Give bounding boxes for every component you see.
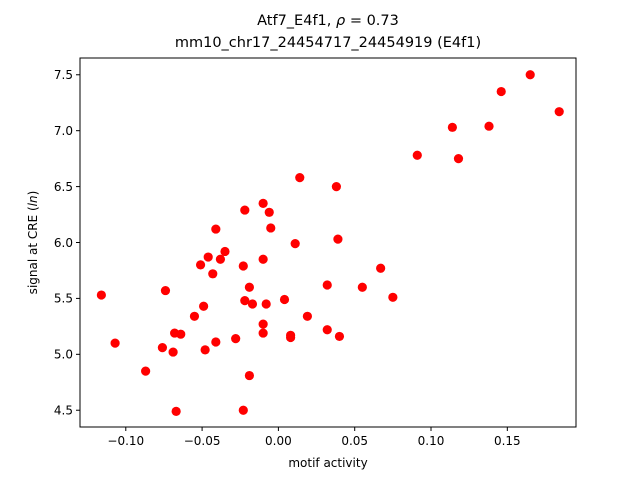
y-axis-label: signal at CRE (ln) bbox=[26, 191, 40, 295]
data-point-41 bbox=[322, 325, 332, 335]
data-point-17 bbox=[215, 254, 226, 264]
data-point-14 bbox=[208, 269, 218, 279]
data-point-8 bbox=[176, 329, 186, 339]
data-point-22 bbox=[240, 296, 250, 306]
data-point-7 bbox=[171, 406, 181, 416]
x-tick-label-2: 0.00 bbox=[265, 434, 292, 448]
data-point-15 bbox=[211, 224, 221, 234]
x-tick-label-3: 0.05 bbox=[341, 434, 368, 448]
data-point-27 bbox=[258, 198, 268, 208]
data-point-2 bbox=[141, 366, 151, 376]
data-point-20 bbox=[238, 261, 248, 271]
title-rho-symbol: ρ bbox=[336, 13, 346, 29]
x-tick-label-1: −0.05 bbox=[184, 434, 221, 448]
data-point-30 bbox=[258, 328, 268, 338]
data-point-50 bbox=[453, 154, 464, 164]
data-point-23 bbox=[238, 405, 248, 415]
data-point-52 bbox=[496, 86, 506, 97]
data-point-39 bbox=[302, 311, 312, 321]
data-point-47 bbox=[388, 292, 398, 302]
data-point-37 bbox=[290, 239, 300, 249]
y-tick-label-3: 6.0 bbox=[54, 236, 73, 250]
data-point-19 bbox=[231, 334, 241, 344]
y-tick-label-0: 4.5 bbox=[54, 404, 73, 418]
axes-frame bbox=[79, 57, 577, 428]
data-point-36 bbox=[286, 330, 296, 340]
data-point-49 bbox=[447, 122, 457, 132]
data-point-1 bbox=[110, 338, 120, 348]
chart-title-line-2: mm10_chr17_24454717_24454919 (E4f1) bbox=[174, 35, 482, 51]
data-point-28 bbox=[258, 254, 268, 264]
data-point-9 bbox=[189, 311, 200, 321]
data-point-16 bbox=[211, 337, 221, 347]
x-tick-label-0: −0.10 bbox=[107, 434, 144, 448]
data-point-43 bbox=[333, 234, 343, 244]
title-rho-value: = 0.73 bbox=[345, 13, 399, 29]
y-tick-label-1: 5.0 bbox=[54, 348, 73, 362]
data-point-46 bbox=[376, 263, 386, 273]
data-point-12 bbox=[200, 345, 210, 355]
data-point-34 bbox=[279, 294, 290, 305]
x-tick-label-4: 0.10 bbox=[418, 434, 445, 448]
y-tick-label-2: 5.5 bbox=[54, 292, 73, 306]
data-point-32 bbox=[264, 207, 274, 217]
data-point-40 bbox=[322, 280, 332, 290]
data-point-45 bbox=[357, 282, 367, 292]
data-point-18 bbox=[220, 246, 230, 257]
x-axis-ticks: −0.10 −0.05 0.00 0.05 0.10 0.15 bbox=[107, 427, 521, 448]
data-point-10 bbox=[195, 260, 206, 270]
title-prefix: Atf7_E4f1, bbox=[257, 13, 336, 29]
y-tick-label-6: 7.5 bbox=[54, 68, 73, 82]
data-point-42 bbox=[331, 181, 341, 192]
data-point-5 bbox=[168, 347, 178, 357]
data-point-38 bbox=[295, 173, 305, 183]
data-point-51 bbox=[484, 121, 494, 131]
data-point-21 bbox=[240, 205, 250, 215]
data-point-54 bbox=[554, 107, 564, 117]
data-point-11 bbox=[199, 301, 209, 311]
y-tick-label-5: 7.0 bbox=[54, 124, 73, 138]
data-point-33 bbox=[266, 223, 276, 233]
data-point-26 bbox=[247, 299, 258, 309]
chart-title-line-1: Atf7_E4f1, ρ = 0.73 bbox=[80, 13, 576, 29]
y-axis-ticks: 4.5 5.0 5.5 6.0 6.5 7.0 7.5 bbox=[54, 68, 80, 418]
data-point-24 bbox=[244, 282, 254, 292]
data-point-29 bbox=[258, 319, 268, 329]
data-point-0 bbox=[96, 290, 106, 300]
data-point-48 bbox=[412, 150, 422, 160]
x-axis-label: motif activity bbox=[288, 456, 367, 470]
data-point-31 bbox=[261, 299, 271, 309]
data-point-53 bbox=[525, 70, 535, 80]
x-tick-label-5: 0.15 bbox=[494, 434, 521, 448]
data-point-4 bbox=[160, 285, 171, 296]
y-tick-label-4: 6.5 bbox=[54, 180, 73, 194]
data-point-13 bbox=[203, 252, 213, 262]
data-point-25 bbox=[244, 370, 254, 381]
data-point-3 bbox=[157, 343, 168, 353]
data-point-44 bbox=[334, 331, 345, 342]
points-layer bbox=[96, 70, 564, 416]
